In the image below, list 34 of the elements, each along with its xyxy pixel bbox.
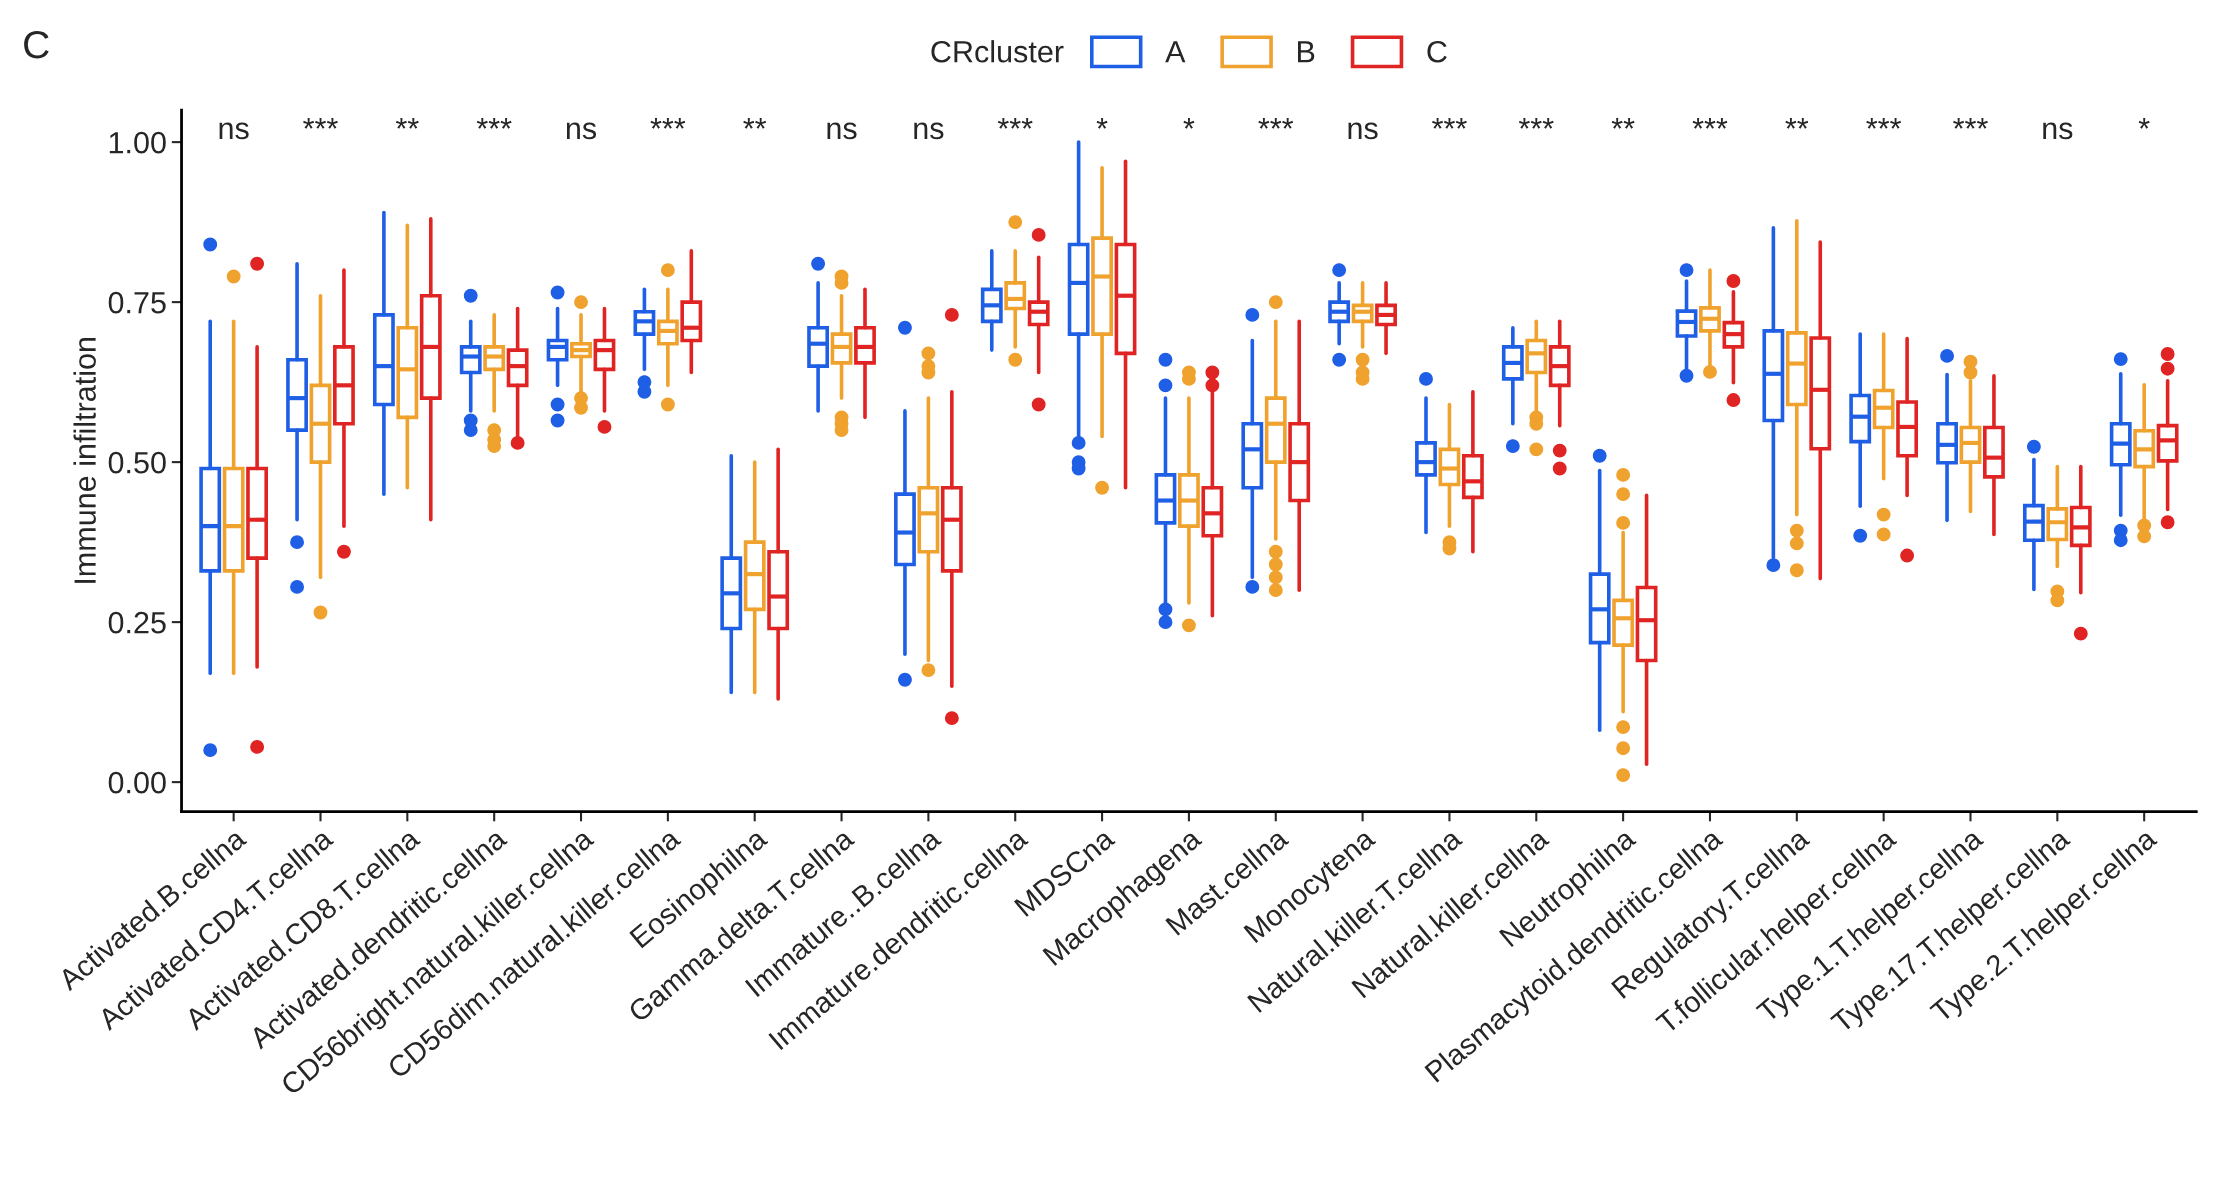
y-tick-label: 0.75	[108, 291, 166, 314]
annotation: **	[1611, 117, 1635, 129]
y-tick-label: 0.50	[108, 451, 166, 474]
legend-label: A	[1165, 41, 1186, 63]
annotation: *	[2138, 117, 2150, 129]
annotation: ***	[1432, 117, 1467, 129]
legend-label: C	[1427, 40, 1447, 63]
y-tick-label: 0.25	[108, 611, 166, 634]
annotation: ***	[997, 117, 1033, 129]
annotation: ns	[914, 122, 944, 140]
annotation: ns	[566, 122, 597, 140]
annotation: **	[395, 117, 419, 129]
annotation: ***	[1518, 117, 1554, 129]
chart-title: C	[24, 30, 49, 59]
annotation: ***	[650, 117, 686, 129]
annotation: ns	[1348, 122, 1378, 140]
annotation: ***	[1692, 117, 1728, 129]
annotation: **	[1785, 117, 1809, 129]
annotation: ns	[827, 122, 857, 140]
annotation: ns	[2043, 122, 2073, 140]
annotation: ***	[1953, 117, 1988, 129]
annotation: **	[743, 117, 767, 129]
y-tick-label: 0.00	[108, 771, 166, 794]
annotation: ***	[476, 117, 512, 129]
annotation: ***	[1866, 117, 1902, 129]
annotation: ns	[219, 122, 249, 140]
legend-title: CRcluster	[931, 40, 1064, 63]
y-axis-title: Immune infiltration	[73, 338, 96, 583]
annotation: ***	[1258, 117, 1294, 129]
annotation: ***	[303, 117, 338, 129]
annotation: *	[1183, 117, 1195, 129]
y-tick-label: 1.00	[109, 131, 166, 154]
legend-label: B	[1298, 41, 1315, 63]
annotation: *	[1096, 117, 1108, 129]
